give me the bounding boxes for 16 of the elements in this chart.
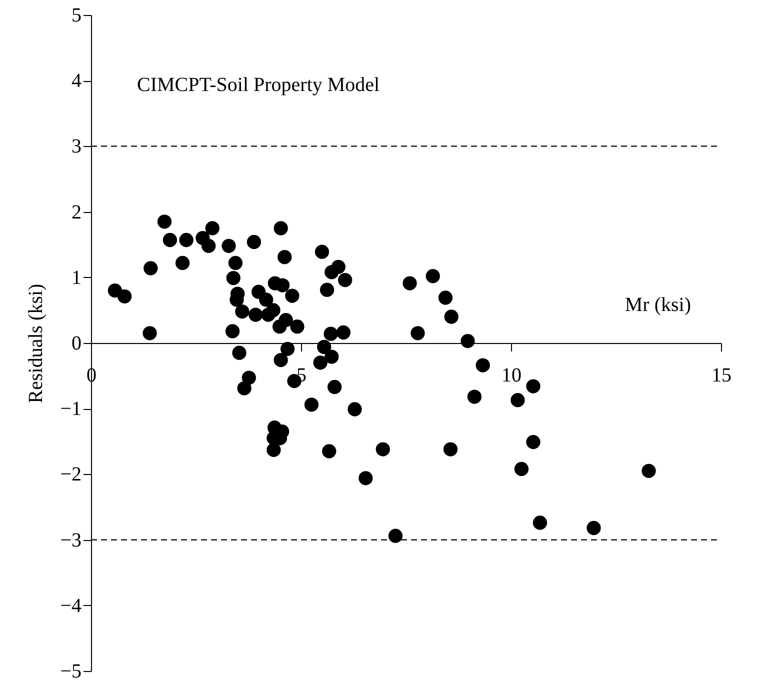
x-tick-label: 10 [502,364,522,386]
annotation: CIMCPT-Soil Property Model [137,74,380,96]
y-tick-label: −1 [60,398,82,420]
x-axis-title: Mr (ksi) [624,294,691,316]
y-tick-label: 4 [72,70,82,92]
y-tick-label: 2 [72,201,82,224]
y-tick-label: −3 [60,529,82,552]
y-tick-label: −4 [60,594,82,617]
y-tick-label: 0 [72,332,82,354]
y-tick-label: 3 [72,136,82,158]
y-axis-title: Residuals (ksi) [25,284,48,404]
y-tick-label: 1 [72,266,82,289]
x-tick-label: 15 [712,364,732,386]
y-tick-label: −2 [60,464,82,486]
y-tick-label: −5 [60,660,82,682]
y-tick-label: 5 [72,4,82,26]
